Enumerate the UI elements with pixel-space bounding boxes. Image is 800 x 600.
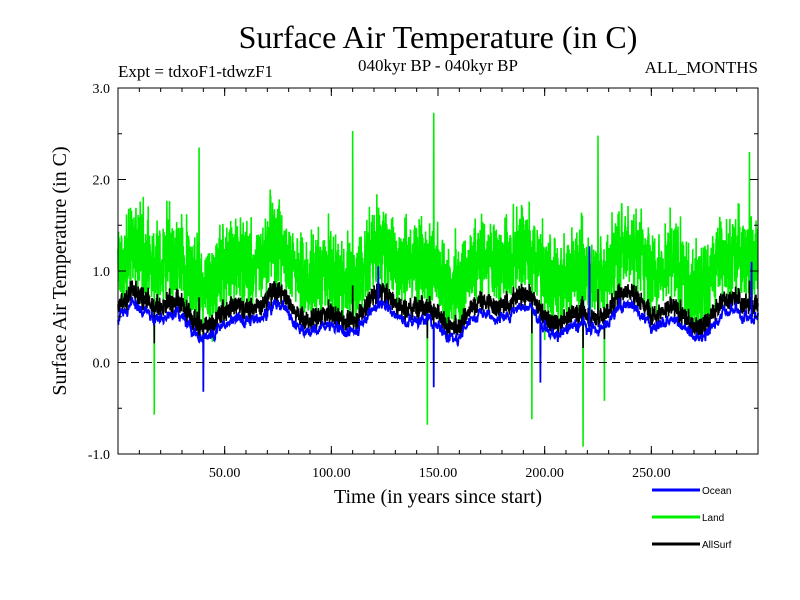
legend-label-ocean: Ocean: [702, 486, 731, 497]
months-label: ALL_MONTHS: [645, 58, 758, 77]
y-tick-label: 0.0: [93, 357, 111, 372]
experiment-label: Expt = tdxoF1-tdwzF1: [118, 62, 273, 81]
x-tick-label: 100.00: [312, 466, 351, 481]
legend: Ocean Land AllSurf: [652, 486, 732, 551]
legend-label-land: Land: [702, 513, 724, 524]
legend-label-allsurf: AllSurf: [702, 540, 732, 551]
y-axis-label: Surface Air Temperature (in C): [49, 146, 71, 395]
y-tick-label: -1.0: [88, 448, 110, 463]
series-line-allsurf: [117, 250, 759, 368]
series-line-ocean: [117, 246, 759, 392]
x-tick-label: 50.00: [209, 466, 241, 481]
x-tick-label: 200.00: [525, 466, 564, 481]
y-tick-label: 2.0: [93, 174, 111, 189]
x-tick-label: 150.00: [419, 466, 458, 481]
x-tick-label: 250.00: [632, 466, 671, 481]
y-tick-label: 3.0: [93, 82, 111, 97]
chart-title: Surface Air Temperature (in C): [239, 19, 638, 55]
x-axis-label: Time (in years since start): [334, 486, 542, 508]
plot-area: -1.0 0.0 1.0 2.0 3.0 50.00 100.00 150.00 200.00 2…: [88, 82, 759, 481]
period-label: 040kyr BP - 040kyr BP: [358, 56, 518, 75]
series-layer: [117, 112, 759, 447]
axis-ticks: -1.0 0.0 1.0 2.0 3.0 50.00 100.00 150.00 200.00 2…: [88, 82, 758, 481]
series-line-land: [117, 112, 759, 447]
y-tick-label: 1.0: [93, 265, 111, 280]
